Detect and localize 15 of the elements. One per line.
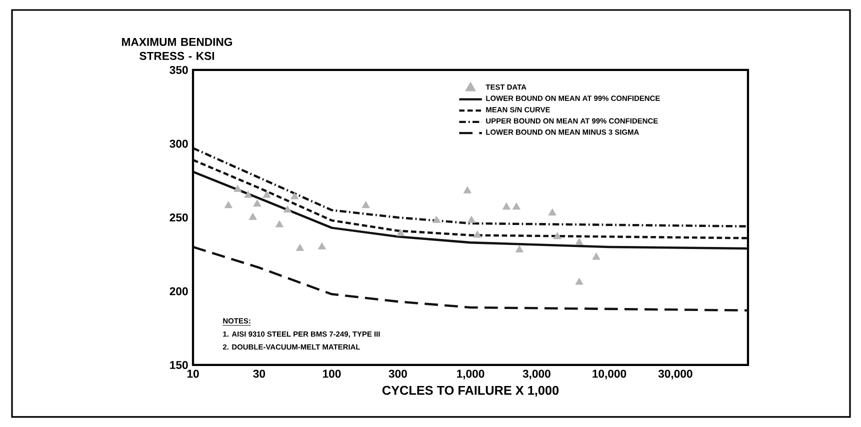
y-tick-label: 200 [170, 287, 188, 296]
y-tick-label: 250 [170, 213, 188, 222]
y-tick-label: 150 [170, 360, 188, 369]
y-tick-label: 300 [170, 140, 188, 148]
x-tick-label: 1,000 [457, 370, 484, 380]
y-axis-title: MAXIMUM BENDING STRESS - KSI [122, 38, 232, 60]
x-tick-label: 100 [323, 370, 341, 378]
y-tick-label: 350 [170, 66, 188, 74]
x-tick-label: 10 [187, 370, 199, 378]
x-tick-label: 30 [253, 370, 266, 378]
x-axis-title: CYCLES TO FAILURE X 1,000 [382, 386, 559, 397]
x-tick-label: 10,000 [592, 370, 626, 380]
x-tick-label: 300 [388, 370, 407, 378]
x-tick-label: 3,000 [522, 370, 550, 380]
x-tick-label: 30,000 [658, 370, 692, 380]
